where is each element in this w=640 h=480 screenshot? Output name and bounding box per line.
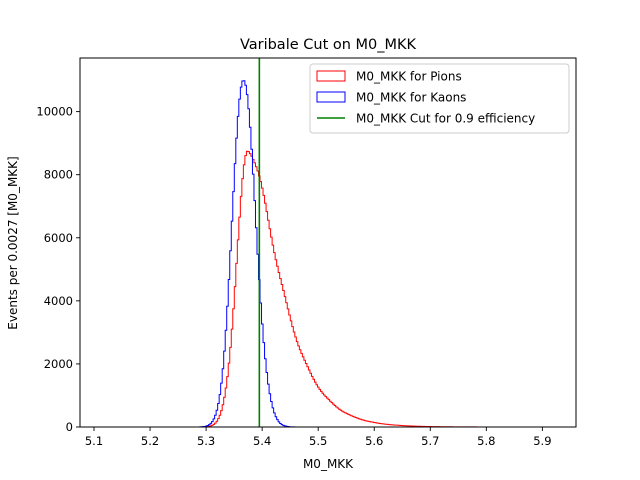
x-tick-label: 5.6 bbox=[365, 434, 383, 448]
legend-box bbox=[309, 63, 570, 134]
y-axis-label: Events per 0.0027 [M0_MKK] bbox=[6, 156, 20, 329]
axes-frame bbox=[79, 57, 577, 428]
x-tick-label: 5.1 bbox=[85, 434, 103, 448]
x-axis-label: M0_MKK bbox=[303, 457, 354, 471]
x-tick-label: 5.4 bbox=[253, 434, 271, 448]
x-tick-label: 5.8 bbox=[477, 434, 495, 448]
legend-swatch bbox=[316, 70, 346, 82]
x-tick-label: 5.3 bbox=[197, 434, 215, 448]
legend-label: M0_MKK for Kaons bbox=[356, 91, 466, 105]
axes: 5.1 5.2 5.3 5.4 5.5 5.6 5.7 5.8 5.9 0 2000 4000 6000… bbox=[36, 57, 577, 448]
x-tick-label: 5.5 bbox=[309, 434, 327, 448]
legend-label: M0_MKK for Pions bbox=[356, 70, 462, 84]
x-tick-label: 5.9 bbox=[533, 434, 551, 448]
x-tick-label: 5.7 bbox=[421, 434, 439, 448]
y-tick-label: 0 bbox=[66, 420, 73, 434]
y-tick-label: 10000 bbox=[36, 105, 73, 119]
chart-title: Varibale Cut on M0_MKK bbox=[240, 37, 417, 53]
x-tick-label: 5.2 bbox=[141, 434, 159, 448]
histogram-pions bbox=[99, 150, 554, 428]
y-tick-label: 8000 bbox=[44, 168, 73, 182]
y-tick-label: 4000 bbox=[44, 294, 73, 308]
legend-swatch bbox=[316, 91, 346, 103]
y-tick-label: 2000 bbox=[44, 357, 73, 371]
legend-label: M0_MKK Cut for 0.9 efficiency bbox=[356, 112, 535, 126]
y-tick-label: 6000 bbox=[44, 231, 73, 245]
legend: M0_MKK for Pions M0_MKK for Kaons M0_MKK C… bbox=[309, 63, 570, 134]
